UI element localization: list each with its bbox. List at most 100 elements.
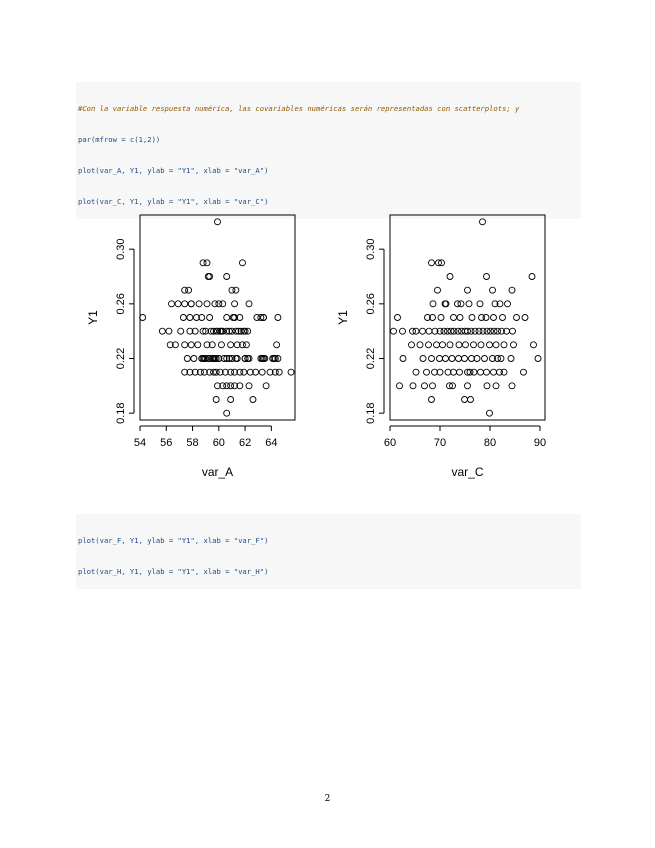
data-point: [186, 327, 194, 335]
data-point: [245, 355, 253, 362]
code-line-par: par(mfrow = c(1,2)): [78, 135, 161, 145]
data-point: [183, 355, 191, 362]
data-point: [239, 259, 246, 267]
data-point: [468, 314, 476, 321]
data-point: [530, 341, 537, 349]
data-point: [500, 341, 508, 349]
data-point: [492, 382, 500, 390]
page-number: 2: [324, 794, 331, 804]
data-point: [186, 368, 194, 376]
x-tick-label: 54: [134, 437, 146, 449]
data-point: [458, 327, 465, 335]
data-point: [260, 355, 267, 362]
data-point: [217, 341, 225, 349]
data-point: [416, 341, 424, 349]
data-point: [435, 259, 442, 267]
data-point: [252, 368, 260, 376]
data-point: [287, 368, 295, 376]
data-point: [483, 382, 491, 390]
data-point: [477, 368, 484, 376]
data-point: [429, 314, 436, 321]
data-point: [214, 218, 221, 226]
data-point: [231, 300, 239, 308]
data-point: [486, 341, 493, 349]
data-point: [467, 396, 474, 403]
data-point: [455, 341, 463, 349]
data-point: [508, 286, 516, 294]
data-point: [212, 396, 220, 403]
data-point: [521, 314, 529, 321]
data-point: [499, 314, 506, 321]
data-point: [450, 327, 458, 335]
data-point: [191, 368, 199, 376]
data-point: [446, 341, 454, 349]
data-point: [464, 368, 471, 376]
data-point: [232, 327, 240, 335]
data-point: [236, 368, 244, 376]
data-point: [436, 327, 444, 335]
data-point: [245, 382, 253, 390]
data-point: [425, 327, 433, 335]
data-point: [231, 314, 239, 321]
data-point: [225, 327, 233, 335]
data-point: [271, 368, 279, 376]
data-point: [240, 368, 248, 376]
data-point: [478, 314, 485, 321]
code-line-plot-var-f: plot(var_F, Y1, ylab = "Y1", xlab = "var…: [78, 535, 269, 545]
data-point: [203, 341, 211, 349]
x-tick-label: 60: [384, 437, 396, 449]
data-point: [214, 327, 221, 335]
data-point: [208, 341, 216, 349]
data-point: [269, 355, 277, 362]
x-tick-label: 80: [484, 437, 496, 449]
data-point: [187, 341, 195, 349]
data-point: [534, 355, 542, 362]
data-point: [266, 368, 274, 376]
data-point: [490, 368, 497, 376]
data-point: [227, 396, 235, 403]
data-point: [409, 382, 417, 390]
data-point: [181, 286, 189, 294]
data-point: [490, 314, 497, 321]
data-point: [206, 355, 214, 362]
data-point: [454, 300, 461, 308]
data-point: [423, 368, 430, 376]
data-point: [470, 341, 477, 349]
data-point: [177, 327, 185, 335]
data-point: [228, 355, 236, 362]
data-point: [448, 355, 456, 362]
data-point: [510, 341, 517, 349]
data-point: [471, 327, 479, 335]
data-point: [260, 314, 267, 321]
y-tick-label: 0.30: [115, 238, 127, 259]
data-point: [444, 368, 452, 376]
data-point: [504, 300, 511, 308]
data-point: [456, 314, 464, 321]
data-point: [210, 368, 218, 376]
data-point: [215, 355, 223, 362]
data-point: [483, 368, 490, 376]
data-point: [225, 355, 233, 362]
data-point: [203, 300, 211, 308]
data-point: [436, 355, 443, 362]
data-point: [483, 327, 491, 335]
data-point: [479, 327, 487, 335]
data-point: [179, 314, 187, 321]
data-point: [429, 300, 437, 308]
data-point: [191, 327, 199, 335]
data-point: [461, 355, 468, 362]
data-point: [236, 314, 244, 321]
data-point: [244, 327, 252, 335]
data-point: [476, 300, 484, 308]
x-tick-label: 60: [213, 437, 225, 449]
code-line-plot-var-c: plot(var_C, Y1, ylab = "Y1", xlab = "var…: [78, 197, 269, 207]
code-block-1: #Con la variable respuesta numérica, las…: [76, 82, 581, 220]
data-point: [206, 314, 214, 321]
data-point: [428, 396, 435, 403]
data-point: [236, 382, 244, 390]
y-tick-label: 0.18: [365, 402, 377, 423]
data-point: [428, 259, 435, 267]
data-point: [187, 300, 195, 308]
data-point: [212, 368, 220, 376]
data-point: [237, 327, 245, 335]
